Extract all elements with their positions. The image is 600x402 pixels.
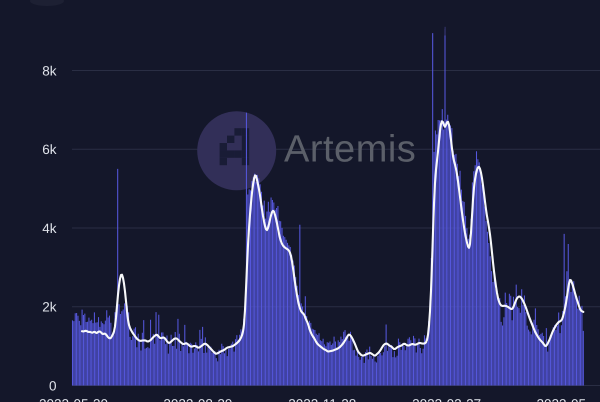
svg-text:6k: 6k — [42, 142, 57, 157]
svg-text:0: 0 — [49, 378, 57, 393]
svg-text:2022-11-28: 2022-11-28 — [288, 397, 356, 402]
svg-text:2022-05-30: 2022-05-30 — [39, 397, 108, 402]
svg-text:8k: 8k — [42, 63, 57, 78]
svg-text:2023-02-27: 2023-02-27 — [412, 397, 481, 402]
svg-text:4k: 4k — [42, 221, 57, 236]
svg-text:2k: 2k — [42, 300, 57, 315]
svg-text:2023-05-29: 2023-05-29 — [536, 397, 600, 402]
svg-text:2022-08-29: 2022-08-29 — [163, 397, 232, 402]
svg-text:Artemis: Artemis — [284, 129, 416, 171]
